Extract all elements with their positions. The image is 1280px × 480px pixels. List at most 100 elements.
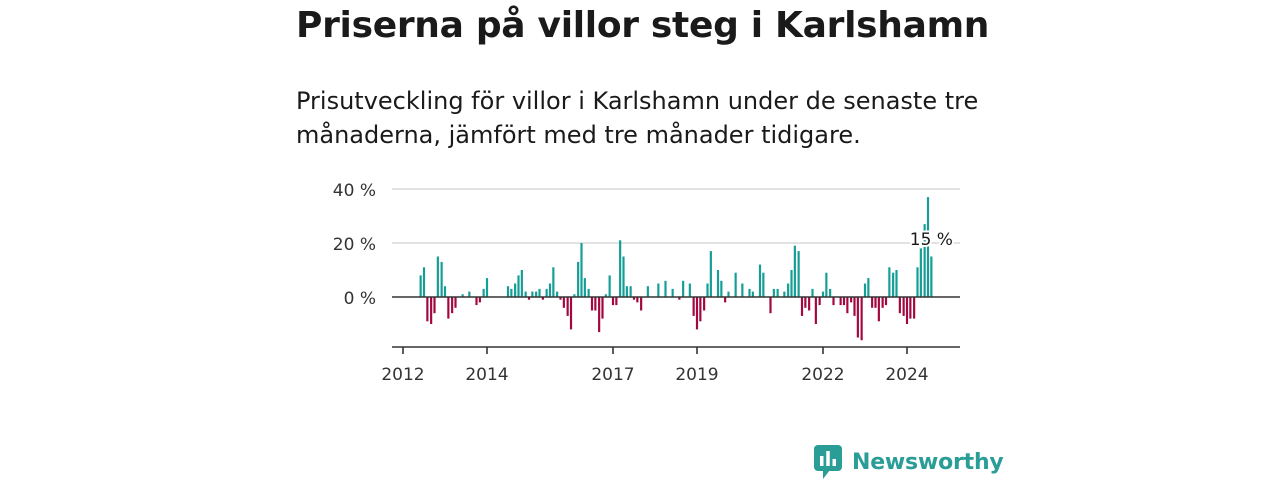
bar (604, 294, 607, 297)
bar (797, 251, 800, 297)
bar (436, 256, 439, 297)
bar (877, 297, 880, 322)
bar (636, 297, 639, 303)
bars (419, 197, 933, 341)
chart-headline: Priserna på villor steg i Karlshamn (296, 5, 990, 46)
bar (598, 297, 601, 333)
bar (664, 280, 667, 297)
y-tick-label: 0 % (344, 289, 376, 309)
bar (846, 297, 849, 314)
bar (517, 275, 520, 297)
bar (590, 297, 594, 311)
bar (790, 270, 793, 297)
bar (433, 297, 436, 314)
x-tick-label: 2012 (381, 365, 424, 385)
bar (577, 261, 580, 297)
x-tick-label: 2019 (675, 365, 718, 385)
bar (430, 297, 433, 324)
bar (703, 297, 706, 311)
x-tick-label: 2022 (801, 365, 844, 385)
bar (657, 283, 660, 297)
bar (825, 272, 828, 297)
bar (871, 297, 874, 308)
bar (629, 286, 632, 297)
bar (850, 297, 853, 303)
bar (451, 297, 454, 314)
bar (594, 297, 597, 311)
brand-name: Newsworthy (852, 449, 1004, 475)
latest-value-label: 15 % (910, 230, 953, 250)
bar (741, 283, 744, 297)
bar (468, 291, 471, 297)
bar (514, 283, 517, 297)
bar (758, 264, 762, 297)
bar (787, 283, 790, 297)
chart-subheading: Prisutveckling för villor i Karlshamn un… (296, 87, 979, 149)
bar (923, 224, 926, 297)
bar (587, 288, 590, 297)
bar (640, 297, 643, 311)
bar (695, 297, 699, 330)
bar (888, 267, 891, 297)
bar (447, 297, 450, 319)
bar (608, 275, 611, 297)
bar (510, 288, 513, 297)
bar (762, 272, 765, 297)
bar (552, 267, 555, 297)
bar (772, 288, 775, 297)
bar (909, 297, 912, 319)
bar (566, 297, 569, 316)
bar (800, 297, 804, 316)
bar (734, 272, 737, 297)
bar (548, 283, 552, 297)
bar (814, 297, 817, 324)
bar (884, 297, 888, 306)
bar (538, 288, 541, 297)
bar (531, 291, 534, 297)
bar (892, 272, 895, 297)
bar (478, 297, 481, 303)
bar (601, 297, 604, 319)
bar (422, 267, 426, 297)
bar (832, 297, 835, 306)
x-tick-label: 2017 (591, 365, 634, 385)
bar (905, 297, 909, 324)
bar (541, 297, 544, 300)
bar (699, 297, 702, 322)
bar (688, 283, 691, 297)
bar (527, 297, 531, 300)
bar (902, 297, 905, 316)
bar (727, 291, 730, 297)
newsworthy-logo[interactable]: Newsworthy (814, 445, 1004, 479)
tick-labels: 0 % 20 % 40 % 2012 2014 2017 2019 2022 2024 15 % (333, 181, 955, 385)
bar (485, 278, 489, 297)
bar (863, 283, 867, 297)
bar (783, 291, 786, 297)
bar (853, 297, 856, 316)
bar (881, 297, 884, 308)
bar (769, 297, 772, 314)
bar (709, 251, 712, 297)
bar (793, 245, 796, 297)
bar (562, 297, 565, 308)
axes (392, 296, 960, 354)
bar (706, 283, 709, 297)
bar (482, 288, 485, 297)
bar (720, 280, 723, 297)
bar (454, 297, 457, 308)
bar (919, 248, 922, 297)
bar (580, 243, 583, 297)
bar (811, 288, 814, 297)
bar (419, 275, 422, 297)
bar (898, 297, 901, 314)
bar (692, 297, 695, 316)
bar (895, 270, 898, 297)
bar (443, 286, 447, 297)
bar (913, 297, 916, 319)
newsworthy-chart-icon (814, 445, 842, 479)
bar (682, 280, 685, 297)
bar (748, 288, 751, 297)
bar (535, 291, 538, 297)
bar (632, 297, 636, 300)
bar (821, 291, 825, 297)
